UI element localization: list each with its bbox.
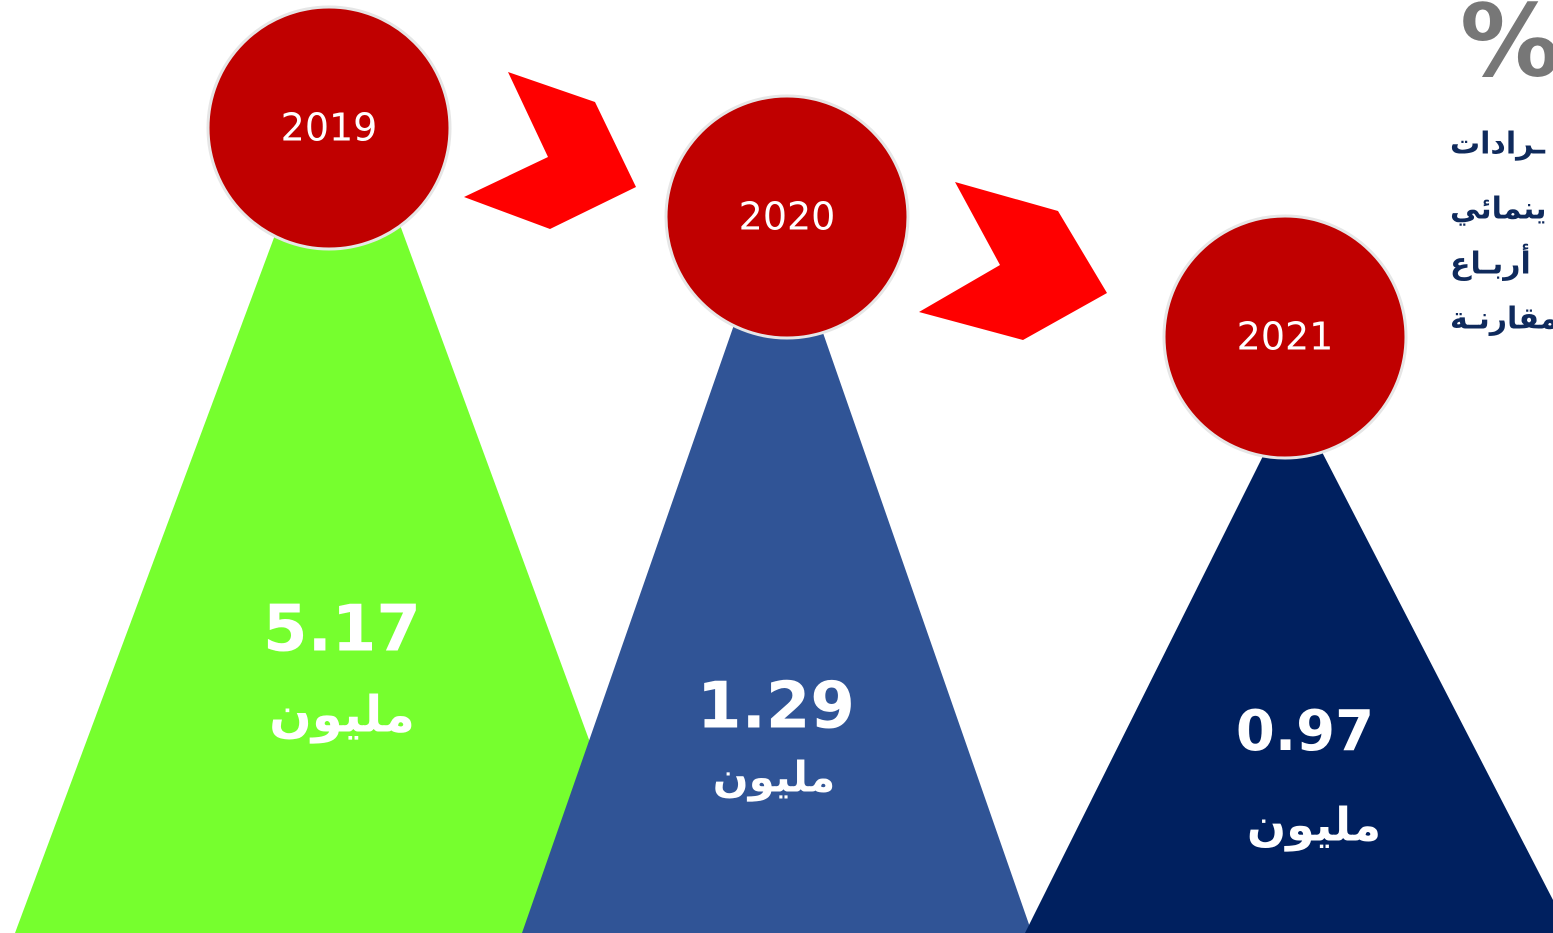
arrow — [919, 182, 1107, 340]
blue-triangle — [522, 322, 1032, 933]
percent-symbol: % — [1460, 0, 1553, 99]
year: 2020 — [739, 195, 836, 239]
side-line: مقارنـة — [1450, 302, 1553, 337]
value: 1.29 — [697, 670, 855, 744]
side-line: ـرادات — [1450, 127, 1546, 162]
year-circle — [1162, 214, 1408, 460]
side-line: أربـاع — [1450, 244, 1531, 282]
green-triangle — [15, 225, 660, 933]
unit: مليون — [713, 753, 835, 803]
arrow — [464, 72, 636, 229]
navy-triangle — [1025, 452, 1553, 933]
unit: مليون — [1247, 798, 1381, 852]
side-line: ينمائي — [1450, 192, 1547, 227]
year: 2021 — [1237, 315, 1334, 359]
year-circle — [664, 94, 910, 340]
year: 2019 — [281, 106, 378, 150]
value: 0.97 — [1236, 699, 1374, 764]
value: 5.17 — [263, 593, 421, 667]
unit: مليون — [269, 686, 415, 745]
year-circle — [206, 5, 452, 251]
